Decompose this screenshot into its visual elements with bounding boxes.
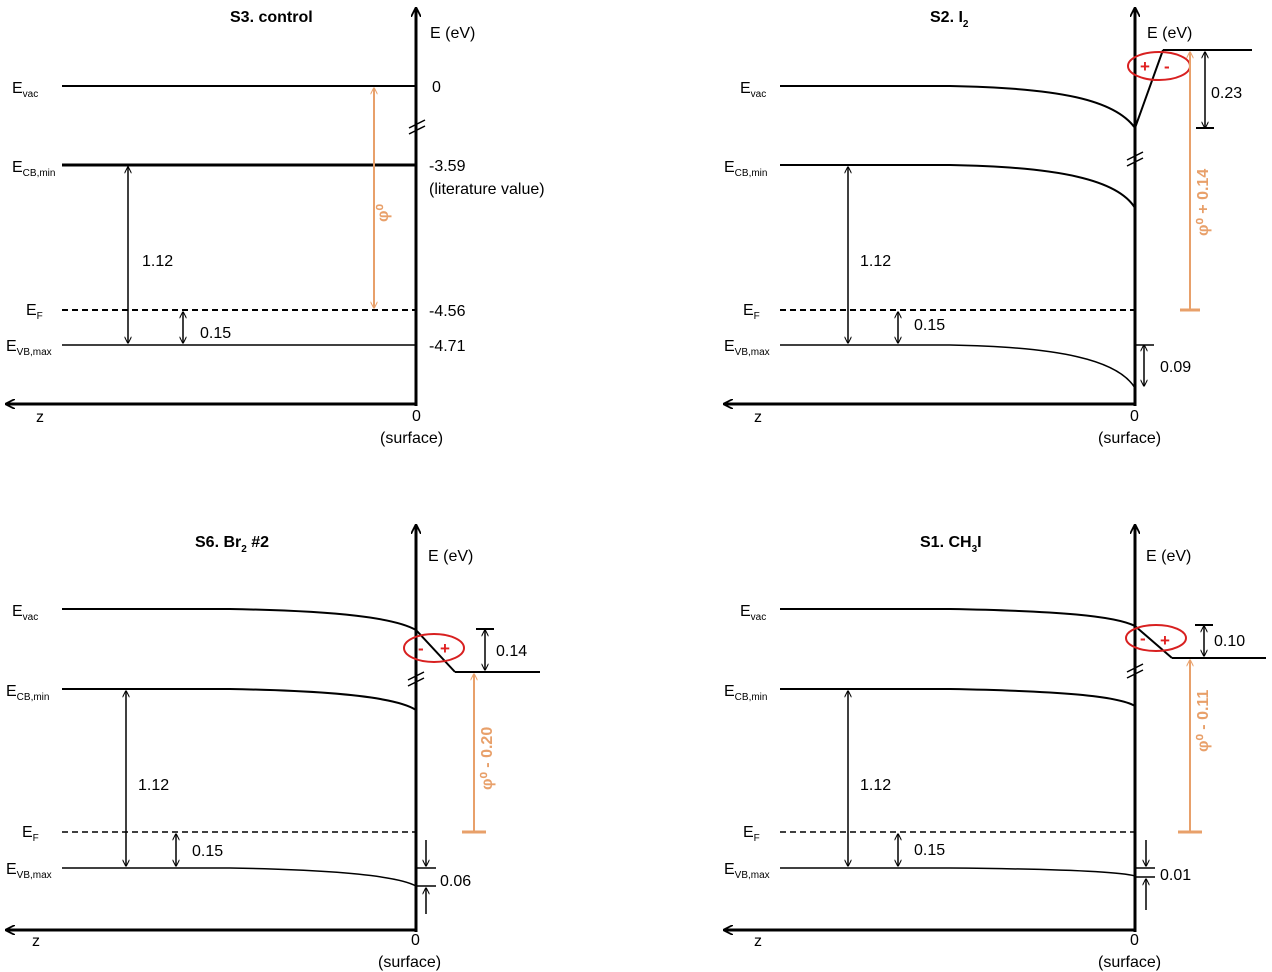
dipole-step-line bbox=[1134, 49, 1164, 129]
conduction-band-label: ECB,min bbox=[12, 159, 55, 179]
conduction-band-label: ECB,min bbox=[724, 159, 767, 179]
dipole-value: 0.10 bbox=[1214, 633, 1245, 650]
fermi-valence-value: 0.15 bbox=[192, 843, 223, 860]
axis-break-mark bbox=[1126, 663, 1144, 679]
tick-conduction-note: (literature value) bbox=[429, 181, 545, 198]
fermi-valence-value: 0.15 bbox=[914, 317, 945, 334]
panel-s6-bromine: S6. Br2 #2 E (eV) z 0 (surface) - + 0.14… bbox=[6, 525, 540, 971]
dipole-charge-right: + bbox=[440, 639, 450, 658]
tick-valence: -4.71 bbox=[429, 338, 466, 355]
band-bending-value: 0.09 bbox=[1160, 359, 1191, 376]
energy-axis-label: E (eV) bbox=[430, 25, 475, 42]
panel-s3-control: S3. control E (eV) z 0 (surface) Evac EC… bbox=[6, 8, 545, 447]
panel-title: S3. control bbox=[230, 9, 313, 26]
band-gap-value: 1.12 bbox=[138, 777, 169, 794]
band-gap-value: 1.12 bbox=[860, 777, 891, 794]
panel-title: S6. Br2 #2 bbox=[195, 534, 269, 555]
vacuum-level-line bbox=[62, 608, 417, 631]
valence-band-label: EVB,max bbox=[724, 861, 770, 881]
conduction-band-line bbox=[780, 164, 1136, 209]
vacuum-level-line bbox=[780, 85, 1136, 129]
axis-zero-label: 0 bbox=[412, 408, 421, 425]
dipole-ring bbox=[403, 633, 465, 663]
vacuum-level-label: Evac bbox=[740, 80, 766, 100]
tick-vacuum: 0 bbox=[432, 79, 441, 96]
dipole-charge-left: - bbox=[1140, 629, 1146, 648]
valence-band-line bbox=[780, 867, 1136, 877]
energy-axis-label: E (eV) bbox=[1146, 548, 1191, 565]
fermi-level-label: EF bbox=[22, 824, 39, 844]
energy-axis-label: E (eV) bbox=[428, 548, 473, 565]
z-axis-label: z bbox=[754, 409, 762, 426]
valence-band-label: EVB,max bbox=[724, 338, 770, 358]
band-gap-value: 1.12 bbox=[860, 253, 891, 270]
panel-s2-iodine: S2. I2 E (eV) z 0 (surface) + - 0.23 φ⁰ … bbox=[724, 8, 1252, 447]
axis-break-mark bbox=[407, 671, 425, 687]
surface-label: (surface) bbox=[380, 430, 443, 447]
dipole-value: 0.14 bbox=[496, 643, 527, 660]
fermi-level-label: EF bbox=[743, 824, 760, 844]
surface-label: (surface) bbox=[378, 954, 441, 971]
dipole-charge-right: - bbox=[1164, 57, 1170, 76]
band-bending-value: 0.06 bbox=[440, 873, 471, 890]
fermi-level-label: EF bbox=[26, 302, 43, 322]
surface-label: (surface) bbox=[1098, 954, 1161, 971]
vacuum-level-label: Evac bbox=[12, 80, 38, 100]
vacuum-level-line bbox=[780, 608, 1136, 627]
dipole-charge-left: + bbox=[1140, 57, 1150, 76]
band-gap-value: 1.12 bbox=[142, 253, 173, 270]
z-axis-label: z bbox=[754, 933, 762, 950]
axis-break-mark bbox=[408, 119, 426, 135]
fermi-valence-value: 0.15 bbox=[914, 842, 945, 859]
vacuum-level-label: Evac bbox=[740, 603, 766, 623]
fermi-valence-value: 0.15 bbox=[200, 325, 231, 342]
tick-fermi: -4.56 bbox=[429, 303, 466, 320]
dipole-ring bbox=[1125, 624, 1187, 652]
work-function-label: φ⁰ bbox=[375, 204, 392, 222]
valence-band-line bbox=[780, 344, 1136, 389]
dipole-step-line bbox=[1134, 625, 1173, 659]
surface-label: (surface) bbox=[1098, 430, 1161, 447]
axis-zero-label: 0 bbox=[411, 932, 420, 949]
axis-zero-label: 0 bbox=[1130, 408, 1139, 425]
fermi-level-label: EF bbox=[743, 302, 760, 322]
dipole-charge-left: - bbox=[418, 639, 424, 658]
dipole-charge-right: + bbox=[1160, 631, 1170, 650]
conduction-band-line bbox=[62, 688, 417, 711]
work-function-label: φ⁰ - 0.11 bbox=[1195, 690, 1212, 752]
work-function-label: φ⁰ + 0.14 bbox=[1195, 169, 1212, 236]
tick-conduction: -3.59 bbox=[429, 158, 466, 175]
vacuum-level-label: Evac bbox=[12, 603, 38, 623]
panel-s1-methyl-iodide: S1. CH3I E (eV) z 0 (surface) - + 0.10 φ… bbox=[724, 525, 1266, 971]
conduction-band-label: ECB,min bbox=[724, 683, 767, 703]
valence-band-label: EVB,max bbox=[6, 338, 52, 358]
panel-title: S1. CH3I bbox=[920, 534, 982, 555]
work-function-label: φ⁰ - 0.20 bbox=[479, 727, 496, 790]
band-bending-value: 0.01 bbox=[1160, 867, 1191, 884]
energy-axis-label: E (eV) bbox=[1147, 25, 1192, 42]
dipole-ring bbox=[1127, 51, 1191, 81]
dipole-step-line bbox=[415, 629, 456, 673]
z-axis-label: z bbox=[36, 409, 44, 426]
z-axis-label: z bbox=[32, 933, 40, 950]
conduction-band-line bbox=[780, 688, 1136, 707]
valence-band-label: EVB,max bbox=[6, 861, 52, 881]
panel-title: S2. I2 bbox=[930, 9, 969, 30]
dipole-value: 0.23 bbox=[1211, 85, 1242, 102]
valence-band-line bbox=[62, 867, 417, 887]
axis-break-mark bbox=[1126, 151, 1144, 167]
conduction-band-label: ECB,min bbox=[6, 683, 49, 703]
axis-zero-label: 0 bbox=[1130, 932, 1139, 949]
